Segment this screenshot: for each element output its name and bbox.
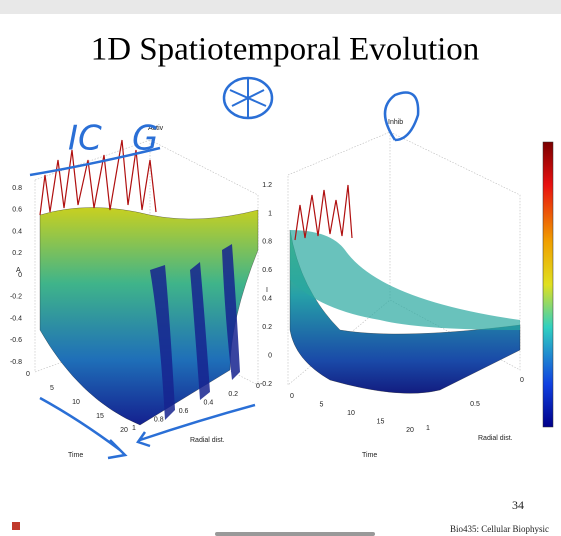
z-tick-label: 0.4 — [12, 228, 22, 235]
footer: Bio435: Cellular Biophysic — [450, 524, 549, 534]
x-axis-label: Time — [68, 452, 83, 459]
radial-tick-label: 0.4 — [204, 400, 214, 407]
z-tick-label: 0.2 — [12, 250, 22, 257]
plot-title: Inhib — [388, 119, 403, 126]
z-tick-label: 1.2 — [262, 182, 272, 189]
time-tick-label: 5 — [320, 401, 324, 408]
z-tick-label: 0.6 — [262, 267, 272, 274]
time-tick-label: 15 — [377, 418, 385, 425]
time-tick-label: 15 — [96, 413, 104, 420]
time-tick-label: 0 — [26, 371, 30, 378]
colorbar — [542, 141, 554, 428]
z-tick-label: 0.8 — [12, 185, 22, 192]
time-tick-label: 20 — [120, 427, 128, 434]
radial-tick-label: 0.2 — [228, 391, 238, 398]
z-tick-label: 0.2 — [262, 324, 272, 331]
handwritten-stroke — [29, 146, 161, 177]
time-tick-label: 20 — [406, 427, 414, 434]
z-tick-label: -0.6 — [10, 337, 22, 344]
z-tick-label: -0.8 — [10, 359, 22, 366]
plot-title: Activ — [148, 125, 164, 132]
slide-title: 1D Spatiotemporal Evolution — [91, 32, 480, 68]
radial-tick-label: 0 — [256, 383, 260, 390]
radial-tick-label: 0.5 — [470, 401, 480, 408]
radial-tick-label: 0 — [520, 377, 524, 384]
z-axis-label: I — [266, 287, 268, 294]
y-axis-label: Radial dist. — [478, 435, 513, 442]
radial-tick-label: 1 — [132, 425, 136, 432]
left-surface — [39, 207, 259, 426]
handwritten-stroke — [383, 91, 420, 142]
radial-tick-label: 0.8 — [154, 416, 164, 423]
z-tick-label: 0.4 — [262, 296, 272, 303]
top-strip — [0, 0, 561, 14]
handwritten-note: IC — [68, 119, 102, 159]
time-tick-label: 0 — [290, 393, 294, 400]
z-tick-label: 0 — [18, 272, 22, 279]
z-axis-label: A — [16, 267, 21, 274]
left-surface-folds — [150, 244, 240, 420]
time-tick-label: 10 — [72, 399, 80, 406]
radial-tick-label: 1 — [426, 425, 430, 432]
z-tick-label: -0.2 — [10, 294, 22, 301]
x-axis-label: Time — [362, 452, 377, 459]
handwritten-stroke — [136, 403, 256, 448]
z-tick-label: 0.6 — [12, 207, 22, 214]
scrollbar[interactable] — [215, 532, 375, 536]
z-tick-label: 1 — [268, 210, 272, 217]
z-tick-label: 0 — [268, 352, 272, 359]
left-plot — [34, 139, 259, 386]
radial-tick-label: 0.6 — [179, 408, 189, 415]
z-tick-label: 0.8 — [262, 239, 272, 246]
left-spikes — [39, 139, 157, 216]
handwritten-stroke — [229, 78, 267, 118]
handwritten-stroke — [39, 396, 128, 460]
logo — [12, 522, 20, 530]
time-tick-label: 5 — [50, 385, 54, 392]
z-tick-label: -0.4 — [10, 315, 22, 322]
y-axis-label: Radial dist. — [190, 437, 225, 444]
right-surface-top — [290, 230, 520, 330]
page-number: 34 — [512, 498, 524, 512]
z-tick-label: -0.2 — [260, 381, 272, 388]
right-plot — [287, 131, 521, 386]
time-tick-label: 10 — [347, 410, 355, 417]
right-spikes — [294, 184, 353, 241]
